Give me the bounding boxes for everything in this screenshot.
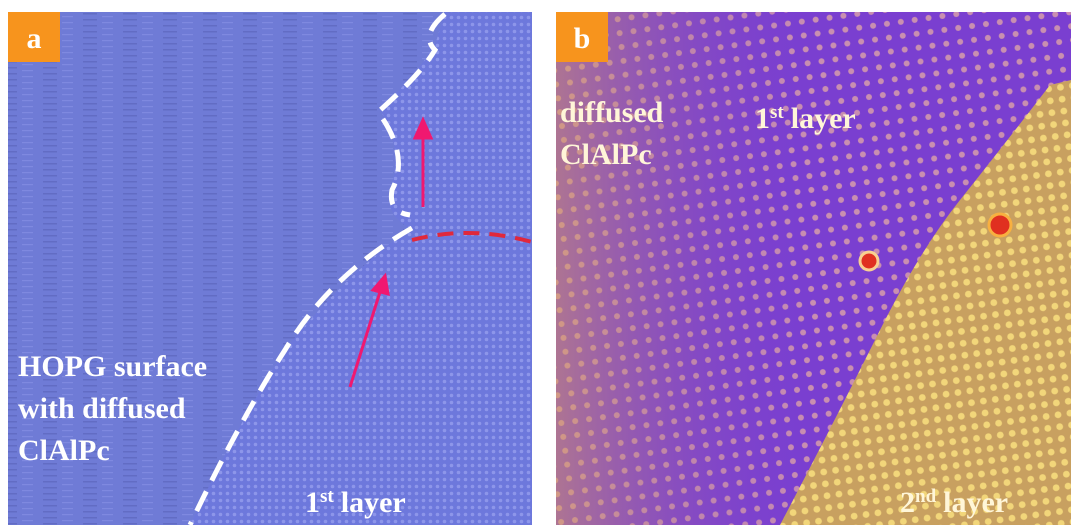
layer-word: layer (943, 486, 1008, 519)
layer-word: layer (791, 102, 856, 135)
cluster (860, 252, 878, 270)
cluster (989, 214, 1011, 236)
layer-suffix: nd (915, 486, 937, 507)
layer-suffix: st (770, 102, 784, 123)
annotation: ClAlPc (18, 434, 110, 467)
layer-number: 1 (305, 486, 320, 519)
layer-number: 2 (900, 486, 915, 519)
annotation: diffused (560, 96, 664, 129)
annotation: with diffused (18, 392, 186, 425)
panel-label: a (27, 22, 42, 55)
layer-word: layer (341, 486, 406, 519)
annotation: ClAlPc (560, 138, 652, 171)
panel-label: b (574, 22, 591, 55)
annotation: HOPG surface (18, 350, 207, 383)
figure: a HOPG surface with diffused ClAlPc 1stl… (0, 0, 1071, 525)
layer-number: 1 (755, 102, 770, 135)
layer-suffix: st (320, 486, 334, 507)
